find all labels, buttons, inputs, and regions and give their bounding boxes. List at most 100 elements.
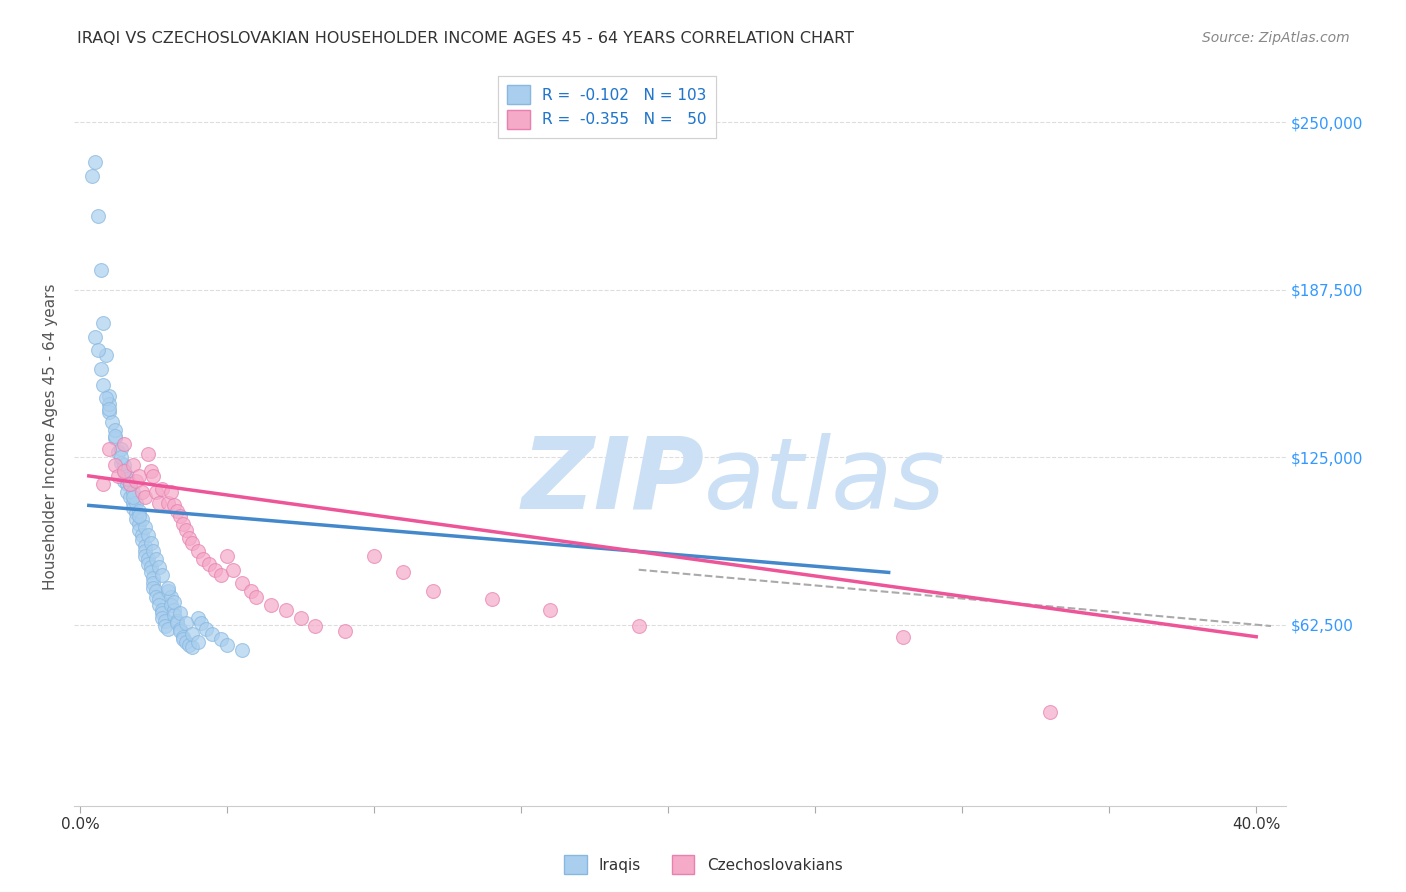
Point — [142, 582, 165, 596]
Point — [128, 469, 150, 483]
Point — [157, 622, 180, 636]
Point — [157, 584, 180, 599]
Point — [163, 608, 186, 623]
Point — [101, 415, 124, 429]
Point — [166, 504, 188, 518]
Point — [96, 348, 118, 362]
Point — [231, 576, 253, 591]
Point — [187, 611, 209, 625]
Point — [86, 209, 108, 223]
Point — [174, 635, 197, 649]
Point — [163, 603, 186, 617]
Point — [172, 630, 194, 644]
Point — [148, 560, 170, 574]
Point — [150, 606, 173, 620]
Point — [160, 590, 183, 604]
Point — [215, 549, 238, 564]
Point — [112, 458, 135, 473]
Point — [115, 472, 138, 486]
Point — [204, 563, 226, 577]
Point — [177, 638, 200, 652]
Point — [122, 501, 145, 516]
Point — [177, 531, 200, 545]
Point — [98, 401, 121, 416]
Point — [245, 590, 267, 604]
Point — [134, 544, 156, 558]
Point — [157, 496, 180, 510]
Point — [125, 507, 148, 521]
Point — [145, 590, 167, 604]
Point — [104, 428, 127, 442]
Point — [134, 520, 156, 534]
Point — [98, 404, 121, 418]
Point — [122, 491, 145, 505]
Text: atlas: atlas — [704, 433, 946, 530]
Point — [96, 391, 118, 405]
Point — [104, 431, 127, 445]
Point — [139, 560, 162, 574]
Point — [128, 523, 150, 537]
Point — [166, 614, 188, 628]
Point — [118, 477, 141, 491]
Point — [104, 458, 127, 473]
Point — [163, 595, 186, 609]
Point — [155, 619, 177, 633]
Point — [136, 558, 159, 572]
Point — [118, 477, 141, 491]
Point — [174, 523, 197, 537]
Point — [115, 469, 138, 483]
Point — [86, 343, 108, 357]
Point — [148, 598, 170, 612]
Point — [80, 169, 103, 183]
Point — [145, 584, 167, 599]
Point — [112, 464, 135, 478]
Point — [136, 552, 159, 566]
Point — [134, 549, 156, 564]
Legend: Iraqis, Czechoslovakians: Iraqis, Czechoslovakians — [557, 849, 849, 880]
Point — [180, 536, 202, 550]
Point — [169, 624, 191, 639]
Point — [174, 616, 197, 631]
Point — [260, 598, 283, 612]
Point — [131, 485, 153, 500]
Point — [83, 155, 105, 169]
Point — [304, 619, 326, 633]
Point — [98, 442, 121, 456]
Point — [112, 464, 135, 478]
Point — [83, 329, 105, 343]
Point — [110, 456, 132, 470]
Point — [115, 477, 138, 491]
Point — [93, 477, 115, 491]
Point — [125, 496, 148, 510]
Point — [187, 544, 209, 558]
Point — [274, 603, 297, 617]
Point — [131, 512, 153, 526]
Point — [422, 584, 444, 599]
Point — [363, 549, 385, 564]
Point — [93, 316, 115, 330]
Point — [139, 536, 162, 550]
Point — [122, 485, 145, 500]
Point — [180, 627, 202, 641]
Point — [112, 475, 135, 489]
Point — [98, 388, 121, 402]
Y-axis label: Householder Income Ages 45 - 64 years: Householder Income Ages 45 - 64 years — [44, 284, 58, 591]
Point — [142, 576, 165, 591]
Point — [128, 504, 150, 518]
Point — [209, 568, 232, 582]
Point — [180, 640, 202, 655]
Point — [169, 606, 191, 620]
Point — [134, 491, 156, 505]
Point — [193, 552, 215, 566]
Point — [125, 512, 148, 526]
Point — [169, 509, 191, 524]
Point — [142, 571, 165, 585]
Point — [90, 361, 112, 376]
Point — [222, 563, 245, 577]
Point — [118, 491, 141, 505]
Point — [157, 582, 180, 596]
Point — [112, 436, 135, 450]
Point — [166, 616, 188, 631]
Point — [98, 396, 121, 410]
Point — [145, 485, 167, 500]
